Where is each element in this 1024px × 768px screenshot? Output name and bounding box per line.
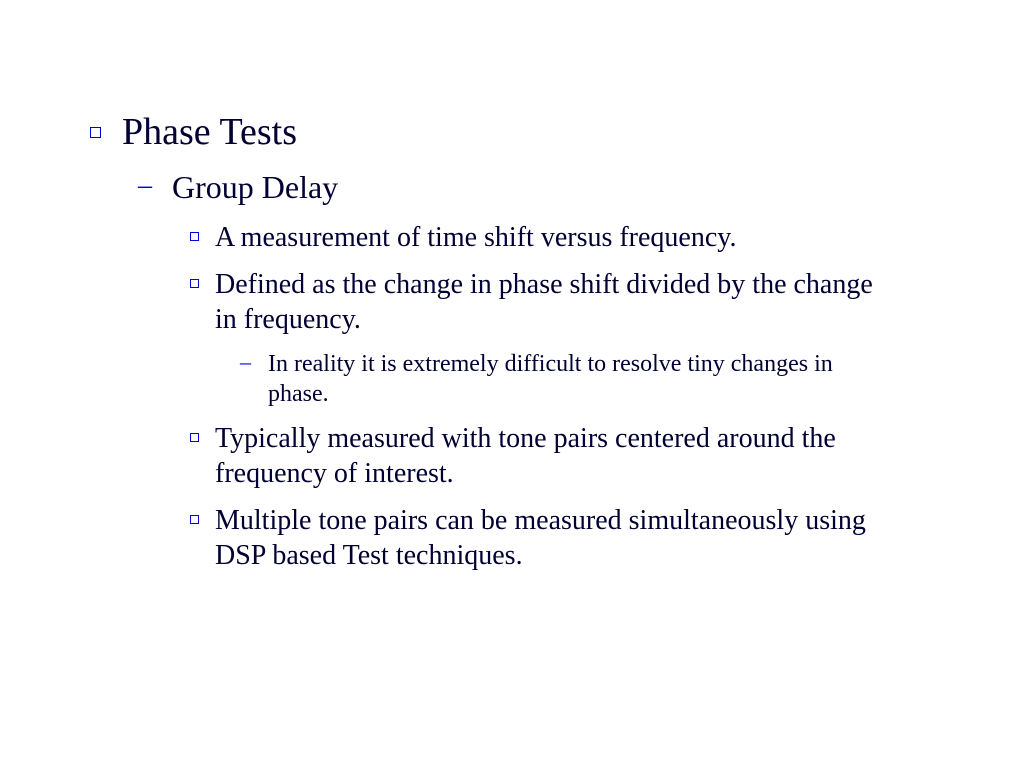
square-bullet-icon [190, 228, 201, 245]
dash-bullet-icon: – [138, 170, 156, 202]
dash-bullet-icon: – [240, 349, 254, 375]
bullet-item-2: Defined as the change in phase shift div… [190, 267, 934, 337]
square-bullet-icon [190, 275, 201, 292]
bullet-item-1: A measurement of time shift versus frequ… [190, 220, 934, 255]
bullet-text: Defined as the change in phase shift div… [215, 267, 894, 337]
bullet-item-4: Multiple tone pairs can be measured simu… [190, 503, 934, 573]
square-bullet-icon [190, 429, 201, 446]
subtitle-item: – Group Delay [138, 168, 934, 206]
sub-bullet-text: In reality it is extremely difficult to … [268, 349, 894, 409]
sub-bullet-item-1: – In reality it is extremely difficult t… [240, 349, 934, 409]
subtitle-text: Group Delay [172, 168, 338, 206]
bullet-text: Multiple tone pairs can be measured simu… [215, 503, 894, 573]
bullet-text: Typically measured with tone pairs cente… [215, 421, 894, 491]
bullet-text: A measurement of time shift versus frequ… [215, 220, 736, 255]
bullet-item-3: Typically measured with tone pairs cente… [190, 421, 934, 491]
slide-title-item: Phase Tests [90, 110, 934, 156]
title-text: Phase Tests [122, 110, 297, 156]
square-bullet-icon [190, 511, 201, 528]
square-bullet-icon [90, 121, 104, 144]
